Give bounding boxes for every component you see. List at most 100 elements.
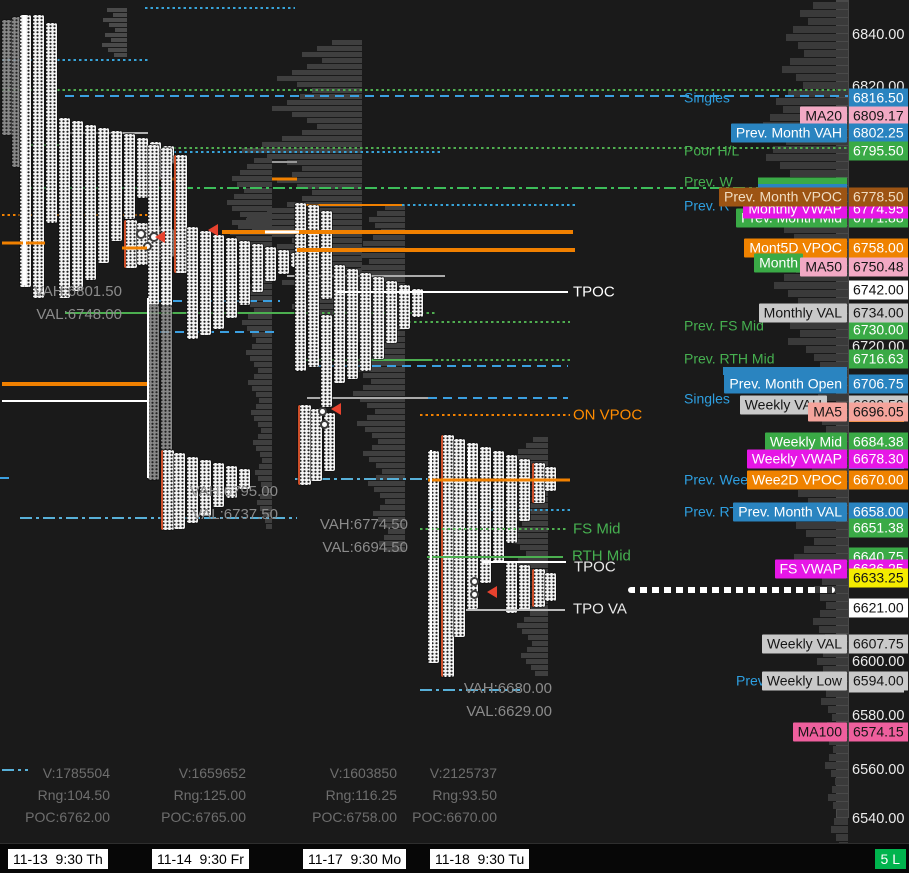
volume-profile-bar bbox=[810, 402, 848, 409]
volume-profile-bar bbox=[302, 52, 362, 57]
volume-profile-bar bbox=[837, 810, 848, 817]
session-stats: V:1785504 Rng:104.50 POC:6762.00 bbox=[25, 765, 110, 825]
volume-profile-bar bbox=[256, 338, 272, 343]
volume-profile-bar bbox=[357, 421, 405, 426]
volume-profile-bar bbox=[804, 50, 848, 57]
price-level-badge: 6640.75 bbox=[849, 547, 908, 567]
alert-count-badge[interactable]: 5 L bbox=[874, 849, 906, 869]
volume-profile-bar bbox=[526, 659, 548, 664]
volume-profile-bar bbox=[800, 330, 848, 337]
date-axis[interactable]: 5 L 11-13 9:30 Th 11-14 9:30 Fr 11-17 9:30… bbox=[0, 843, 909, 873]
volume-profile-bar bbox=[367, 415, 405, 420]
volume-profile-bar bbox=[246, 350, 272, 355]
volume-profile-bar bbox=[784, 274, 848, 281]
volume-profile-bar bbox=[506, 533, 548, 538]
tpo-column bbox=[137, 223, 148, 265]
session-vah-val: VAH:6801.50 VAL:6748.00 bbox=[33, 283, 122, 323]
tpo-column bbox=[33, 15, 44, 298]
volume-profile-bar bbox=[302, 130, 362, 135]
volume-profile-bar bbox=[794, 554, 848, 561]
volume-profile-bar bbox=[788, 338, 848, 345]
tpo-column bbox=[226, 466, 237, 498]
tpo-column bbox=[239, 241, 250, 305]
price-marker-icon bbox=[155, 231, 165, 243]
volume-profile-bar bbox=[262, 142, 362, 147]
volume-profile-bar bbox=[535, 671, 548, 676]
level-line bbox=[2, 400, 148, 402]
tpo-column bbox=[174, 155, 187, 273]
volume-profile-bar bbox=[812, 386, 848, 393]
volume-profile-bar bbox=[340, 277, 405, 282]
level-line bbox=[297, 365, 568, 367]
tpo-column bbox=[467, 443, 478, 609]
volume-profile-bar bbox=[232, 176, 272, 181]
volume-profile-bar bbox=[786, 138, 848, 145]
volume-profile-bar bbox=[272, 106, 362, 111]
volume-profile-bar bbox=[292, 112, 362, 117]
volume-profile-bar bbox=[256, 404, 272, 409]
volume-profile-bar bbox=[786, 258, 848, 265]
tpo-column bbox=[278, 250, 289, 274]
volume-profile-bar bbox=[818, 394, 848, 401]
volume-profile-bar bbox=[527, 647, 548, 652]
price-level-badge: 6778.50 bbox=[849, 187, 908, 207]
tpo-column bbox=[213, 463, 224, 507]
volume-profile-bar bbox=[776, 98, 848, 105]
session-vah-val: VAH:6774.50 VAL:6694.50 bbox=[319, 516, 408, 556]
price-scale-label: 6720.00 bbox=[852, 339, 905, 355]
level-line bbox=[482, 561, 566, 563]
volume-profile-bar bbox=[813, 2, 848, 9]
volume-profile-bar bbox=[262, 458, 272, 463]
volume-profile-bar bbox=[302, 196, 362, 201]
volume-profile-bar bbox=[302, 166, 362, 171]
price-level-strip bbox=[849, 685, 904, 693]
chart-canvas[interactable]: TPOC ON VPOC FS Mid RTH Mid TPOC TPO VA VAH:68… bbox=[0, 0, 849, 857]
volume-profile-bar bbox=[526, 551, 548, 556]
volume-profile-bar bbox=[812, 370, 848, 377]
price-scale-label: 6560.00 bbox=[852, 762, 905, 778]
session-stats: V:1659652 Rng:125.00 POC:6765.00 bbox=[161, 765, 246, 825]
level-line bbox=[402, 204, 575, 206]
volume-profile-bar bbox=[361, 265, 405, 270]
tpo-column bbox=[161, 450, 174, 530]
volume-profile-bar bbox=[368, 481, 405, 486]
volume-profile-bar bbox=[105, 33, 127, 37]
volume-profile-bar bbox=[808, 498, 848, 505]
volume-profile-bar bbox=[385, 499, 405, 504]
level-line bbox=[2, 382, 148, 386]
level-line bbox=[2, 59, 148, 61]
volume-profile-bar bbox=[115, 28, 127, 32]
volume-profile-bar bbox=[260, 506, 272, 511]
volume-profile-bar bbox=[825, 634, 848, 641]
volume-profile-bar bbox=[227, 200, 272, 205]
volume-profile-bar bbox=[806, 530, 848, 537]
volume-profile-bar bbox=[774, 282, 848, 289]
volume-profile-bar bbox=[376, 475, 405, 480]
volume-profile-bar bbox=[254, 374, 272, 379]
tpo-column bbox=[412, 289, 423, 317]
volume-profile-bar bbox=[778, 130, 848, 137]
volume-profile-bar bbox=[798, 42, 848, 49]
volume-profile-bar bbox=[832, 786, 848, 793]
tpo-column bbox=[59, 118, 70, 298]
volume-profile-bar bbox=[282, 136, 362, 141]
price-scale-label: 6600.00 bbox=[852, 654, 905, 670]
volume-profile-bar bbox=[373, 235, 405, 240]
volume-profile-bar bbox=[277, 178, 362, 183]
date-axis-label: 11-18 9:30 Tu bbox=[430, 849, 530, 869]
tpo-letter-circle bbox=[320, 420, 329, 429]
price-level-badge: 6594.00 bbox=[849, 671, 908, 691]
price-level-badge: 6699.50 bbox=[849, 395, 908, 415]
volume-profile-bar bbox=[256, 392, 272, 397]
volume-profile-bar bbox=[258, 434, 272, 439]
volume-profile-bar bbox=[836, 834, 848, 841]
volume-profile-bar bbox=[817, 658, 848, 665]
volume-profile-bar bbox=[782, 194, 848, 201]
tpo-column bbox=[226, 238, 237, 318]
volume-profile-bar bbox=[292, 70, 362, 75]
volume-profile-bar bbox=[380, 505, 405, 510]
volume-profile-bar bbox=[820, 610, 848, 617]
volume-profile-bar bbox=[240, 170, 272, 175]
volume-profile-bar bbox=[823, 730, 848, 737]
session-stats: V:1603850 Rng:116.25 POC:6758.00 bbox=[312, 765, 397, 825]
